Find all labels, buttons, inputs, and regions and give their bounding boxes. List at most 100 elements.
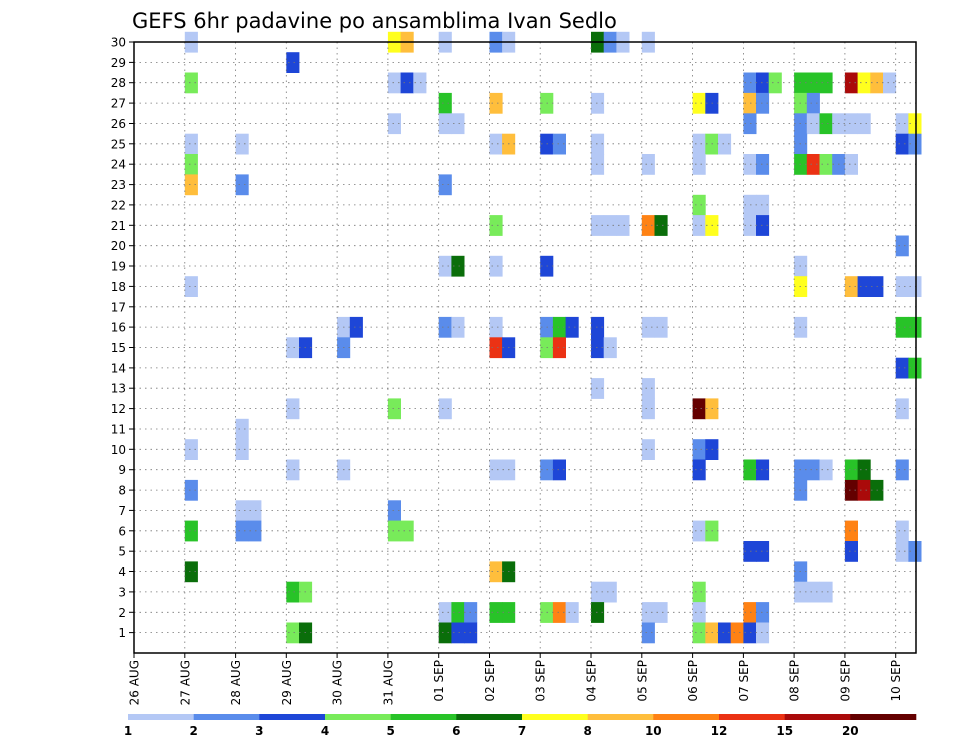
x-tick-label: 03 SEP <box>534 660 548 702</box>
heatmap-cell <box>387 113 401 135</box>
heatmap-cell <box>591 602 605 623</box>
heatmap-cell <box>908 357 922 379</box>
heatmap-cell <box>552 316 566 338</box>
heatmap-cell <box>692 581 706 603</box>
heatmap-cell <box>806 459 820 481</box>
heatmap-cell <box>895 113 909 135</box>
heatmap-cell <box>692 459 706 481</box>
heatmap-cell <box>552 133 566 155</box>
colorbar-segment <box>259 714 326 720</box>
colorbar-tick-label: 10 <box>645 724 662 738</box>
y-tick-label: 4 <box>118 565 126 579</box>
heatmap-cell <box>857 113 871 135</box>
heatmap-cell <box>641 602 655 623</box>
heatmap-cell <box>591 337 605 359</box>
heatmap-cell <box>349 316 363 338</box>
heatmap-cell <box>184 154 198 175</box>
heatmap-cell <box>844 72 858 94</box>
y-tick-label: 25 <box>111 137 126 151</box>
heatmap-cell <box>451 622 465 644</box>
heatmap-cell <box>654 602 668 623</box>
heatmap-cell <box>908 276 922 297</box>
y-tick-label: 21 <box>111 219 126 233</box>
heatmap-cell <box>819 154 833 175</box>
heatmap-cell <box>756 622 770 644</box>
heatmap-cell <box>692 154 706 175</box>
heatmap-cell <box>743 92 757 114</box>
heatmap-cell <box>400 520 414 542</box>
heatmap-cell <box>857 459 871 481</box>
heatmap-cell <box>184 276 198 297</box>
chart-title: GEFS 6hr padavine po ansamblima Ivan Sed… <box>132 9 617 33</box>
y-tick-label: 27 <box>111 97 126 111</box>
y-tick-label: 29 <box>111 56 126 70</box>
x-tick-label: 26 AUG <box>128 660 142 705</box>
heatmap-cell <box>756 92 770 114</box>
heatmap-cell <box>387 398 401 420</box>
y-tick-label: 3 <box>118 585 126 599</box>
heatmap-cell <box>451 602 465 623</box>
heatmap-cell <box>552 602 566 623</box>
heatmap-cell <box>756 215 770 236</box>
heatmap-cell <box>819 581 833 603</box>
x-tick-label: 29 AUG <box>280 660 294 705</box>
heatmap-cell <box>908 541 922 562</box>
heatmap-cell <box>819 113 833 135</box>
heatmap-cell <box>438 316 452 338</box>
heatmap-cell <box>743 215 757 236</box>
heatmap-cell <box>743 72 757 94</box>
x-tick-label: 05 SEP <box>635 660 649 702</box>
colorbar-segment <box>522 714 588 720</box>
heatmap-cell <box>438 174 452 196</box>
colorbar-tick-label: 8 <box>584 724 592 738</box>
heatmap-cell <box>895 541 909 562</box>
heatmap-cell <box>489 255 503 277</box>
heatmap-cell <box>692 602 706 623</box>
colorbar-segment <box>587 714 654 720</box>
heatmap-cell <box>603 337 617 359</box>
heatmap-cell <box>692 92 706 114</box>
heatmap-cell <box>603 215 617 236</box>
heatmap-cell <box>844 113 858 135</box>
heatmap-cell <box>591 215 605 236</box>
y-tick-label: 6 <box>118 524 126 538</box>
x-tick-label: 31 AUG <box>381 660 395 705</box>
heatmap-cell <box>654 316 668 338</box>
x-axis: 26 AUG 27 AUG 28 AUG 29 AUG 30 AUG 31 AUG 01 S… <box>128 653 903 705</box>
colorbar-tick-label: 7 <box>518 724 526 738</box>
heatmap-cell <box>438 398 452 420</box>
heatmap-cell <box>184 561 198 583</box>
heatmap-cell <box>235 174 249 196</box>
heatmap-cell <box>286 398 300 420</box>
y-tick-label: 24 <box>111 158 126 172</box>
heatmap-cell <box>895 133 909 155</box>
heatmap-cell <box>451 316 465 338</box>
x-tick-label: 01 SEP <box>432 660 446 702</box>
heatmap-cell <box>387 500 401 522</box>
x-tick-label: 06 SEP <box>686 660 700 702</box>
heatmap-cell <box>743 154 757 175</box>
y-tick-label: 23 <box>111 178 126 192</box>
heatmap-cell <box>895 235 909 257</box>
colorbar-tick-label: 12 <box>711 724 728 738</box>
colorbar-tick-label: 6 <box>452 724 460 738</box>
y-tick-label: 19 <box>111 260 126 274</box>
heatmap-cell <box>844 541 858 562</box>
heatmap-cell <box>756 154 770 175</box>
heatmap-cell <box>756 459 770 481</box>
heatmap-cell <box>806 154 820 175</box>
heatmap-cell <box>806 113 820 135</box>
x-tick-label: 10 SEP <box>889 660 903 702</box>
colorbar-tick-label: 20 <box>842 724 859 738</box>
heatmap-cell <box>641 439 655 460</box>
heatmap-cell <box>286 622 300 644</box>
heatmap-cell <box>387 72 401 94</box>
heatmap-cell <box>692 520 706 542</box>
heatmap-cell <box>489 92 503 114</box>
heatmap-cell <box>743 113 757 135</box>
x-tick-label: 07 SEP <box>737 660 751 702</box>
y-tick-label: 7 <box>118 504 126 518</box>
y-tick-label: 15 <box>111 341 126 355</box>
x-tick-label: 27 AUG <box>178 660 192 705</box>
colorbar-segment <box>325 714 391 720</box>
